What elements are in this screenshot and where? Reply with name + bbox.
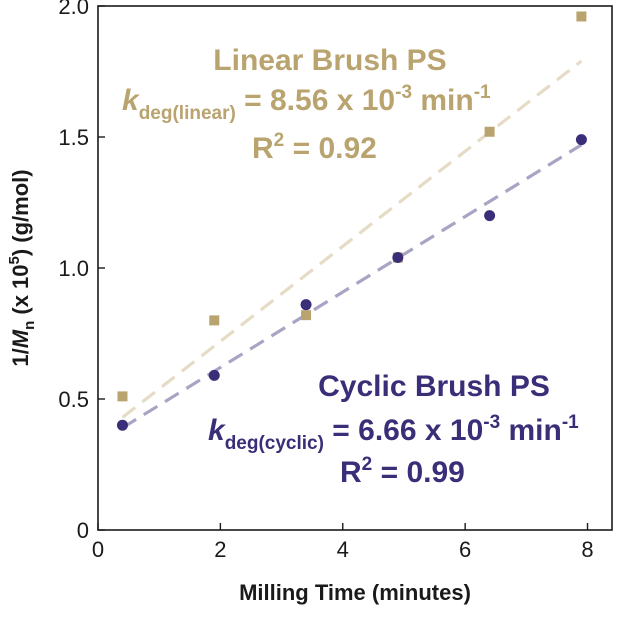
x-tick-label: 0 — [92, 537, 104, 562]
data-point-cyclic — [208, 369, 220, 381]
y-tick-label: 0 — [77, 518, 89, 543]
y-axis-title-prefix: 1/ — [8, 348, 33, 366]
annotation-linear-k: kdeg(linear) = 8.56 x 10-3 min-1 — [122, 82, 491, 124]
annotation-cyclic-k: kdeg(cyclic) = 6.66 x 10-3 min-1 — [208, 412, 579, 454]
plot-frame — [97, 5, 613, 531]
annotation-cyclic-r2-value: = 0.99 — [372, 456, 465, 489]
annotation-linear-k-symbol: k — [122, 84, 140, 117]
x-tick-label: 8 — [581, 537, 593, 562]
fit-line-cyclic — [121, 143, 583, 430]
y-axis-title: 1/Mn (x 105) (g/mol) — [6, 169, 38, 366]
annotation-cyclic-k-unit-exp: -1 — [562, 412, 579, 433]
annotation-linear-k-unit: min — [412, 84, 474, 117]
data-point-linear — [209, 315, 220, 326]
data-point-linear — [484, 126, 495, 137]
y-axis-title-suffix: ) (g/mol) — [8, 169, 33, 256]
annotation-cyclic-r2-prefix: R — [340, 456, 362, 489]
data-point-linear — [301, 310, 312, 321]
y-tick-label: 1.5 — [58, 125, 89, 150]
data-point-cyclic — [575, 134, 587, 146]
annotation-linear-k-exp: -3 — [395, 82, 412, 103]
data-point-cyclic — [484, 210, 496, 222]
annotation-linear-r2-sup: 2 — [274, 130, 285, 151]
axis-ticks: 0 2 4 6 8 0 0.5 1.0 1.5 2.0 — [58, 0, 593, 562]
data-point-linear — [117, 391, 128, 402]
annotation-cyclic-r2-sup: 2 — [362, 454, 373, 475]
annotation-linear-k-unit-exp: -1 — [474, 82, 491, 103]
y-axis-title-italic: M — [8, 329, 33, 348]
y-axis-title-middle: (x 10 — [8, 264, 33, 320]
data-points — [116, 11, 587, 431]
annotation-cyclic-k-unit: min — [500, 414, 562, 447]
annotation-cyclic-k-sub: deg(cyclic) — [225, 433, 324, 454]
y-tick-label: 1.0 — [58, 256, 89, 281]
x-tick-label: 6 — [459, 537, 471, 562]
annotation-linear-k-sub: deg(linear) — [139, 103, 236, 124]
annotation-cyclic-r2: R2 = 0.99 — [340, 454, 465, 489]
fit-line-linear — [121, 59, 583, 419]
y-axis-title-sup: 5 — [6, 256, 23, 264]
data-point-cyclic — [392, 252, 404, 264]
annotation-linear-r2-value: = 0.92 — [284, 132, 377, 165]
data-point-cyclic — [300, 299, 312, 311]
y-axis-title-sub: n — [21, 321, 38, 330]
data-point-linear — [576, 11, 587, 22]
data-point-cyclic — [116, 419, 128, 431]
x-tick-label: 2 — [214, 537, 226, 562]
x-axis-title: Milling Time (minutes) — [239, 580, 471, 605]
annotation-linear-r2-prefix: R — [252, 132, 274, 165]
annotation-cyclic-title: Cyclic Brush PS — [318, 370, 550, 403]
fit-lines — [121, 59, 583, 430]
y-tick-label: 0.5 — [58, 387, 89, 412]
annotation-linear-r2: R2 = 0.92 — [252, 130, 377, 165]
annotation-cyclic-k-symbol: k — [208, 414, 226, 447]
y-tick-label: 2.0 — [58, 0, 89, 19]
annotation-linear-k-value: = 8.56 x 10 — [236, 84, 395, 117]
annotation-cyclic-k-value: = 6.66 x 10 — [324, 414, 483, 447]
annotation-linear-title: Linear Brush PS — [213, 44, 446, 77]
x-tick-label: 4 — [337, 537, 349, 562]
annotation-cyclic-k-exp: -3 — [483, 412, 500, 433]
